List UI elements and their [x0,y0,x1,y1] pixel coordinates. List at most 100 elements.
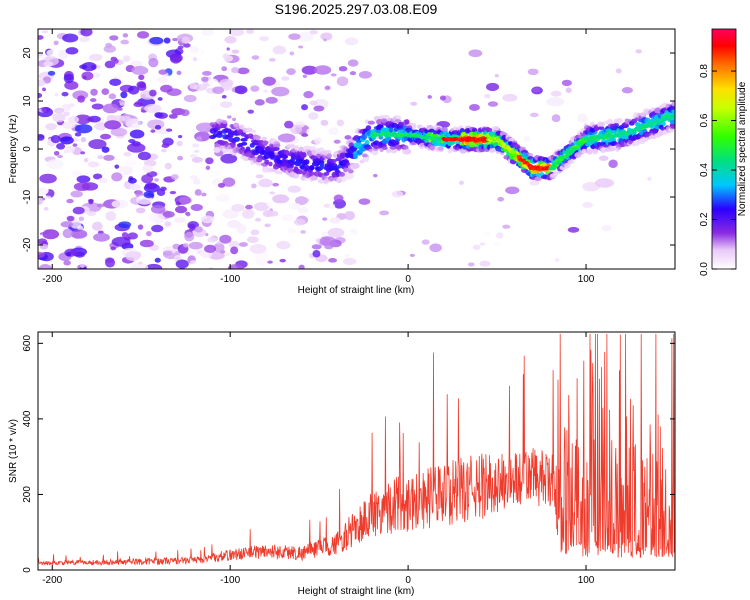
heatmap-noise-blob [621,86,633,94]
heatmap-noise-blob [205,165,211,170]
heatmap-noise-blob [92,173,103,180]
heatmap-noise-blob [225,252,230,257]
heatmap-noise-blob [135,207,146,214]
heatmap-noise-blob [138,74,145,81]
heatmap-ridge-blob [542,174,548,178]
heatmap-ridge-blob [311,149,317,155]
heatmap-noise-blob [169,190,177,195]
heatmap-noise-blob [77,95,86,103]
heatmap-noise-blob [219,234,232,244]
heatmap-noise-blob [215,194,230,202]
heatmap-noise-blob [527,68,539,76]
heatmap-noise-blob [88,53,103,62]
heatmap-noise-blob [182,43,191,48]
heatmap-noise-blob [130,262,149,269]
heatmap-noise-blob [65,145,76,153]
heatmap-noise-blob [582,201,594,208]
heatmap-noise-blob [321,231,330,238]
heatmap-ridge-blob [404,148,412,155]
snr-ticks: -200 -100 0 100 0 200 400 600 [22,332,675,586]
heatmap-data [38,29,675,269]
heatmap-noise-blob [129,184,141,191]
heatmap-noise-blob [529,112,539,118]
heatmap-noise-blob [269,191,276,195]
heatmap-noise-blob [63,73,75,84]
heatmap-noise-blob [81,71,94,81]
heatmap-noise-blob [231,204,245,212]
heatmap-ridge-blob [587,148,593,155]
heatmap-noise-blob [279,258,286,263]
heatmap-noise-blob [222,177,236,187]
heatmap-noise-blob [238,242,248,247]
heatmap-ridge-blob [264,159,270,165]
snr-y-label: SNR (10 * v/v) [8,419,19,483]
heatmap-noise-blob [131,65,149,75]
heatmap-noise-blob [80,137,87,143]
heatmap-noise-blob [272,194,290,204]
heatmap-noise-blob [74,114,92,125]
heatmap-noise-blob [421,239,430,245]
heatmap-noise-blob [80,151,86,155]
heatmap-noise-blob [290,124,303,135]
heatmap-noise-blob [151,224,164,233]
heatmap-noise-blob [63,260,71,266]
heatmap-noise-blob [123,151,132,157]
heatmap-noise-blob [81,62,97,72]
heatmap-noise-blob [128,177,137,184]
heatmap-noise-blob [484,231,491,236]
heatmap-noise-blob [62,228,73,239]
heatmap-noise-blob [277,133,296,143]
heatmap-noise-blob [484,93,491,99]
heatmap-noise-blob [190,45,200,54]
heatmap-noise-blob [148,213,157,222]
heatmap-noise-blob [486,82,500,92]
heatmap-noise-blob [255,174,264,179]
heatmap-noise-blob [221,95,227,99]
heatmap-ridge-blob [592,148,599,155]
heatmap-noise-blob [222,53,230,60]
heatmap-noise-blob [66,198,74,204]
heatmap-noise-blob [320,119,329,126]
heatmap-noise-blob [79,36,90,43]
heatmap-noise-blob [379,210,390,216]
heatmap-ridge-blob [382,127,389,132]
heatmap-noise-blob [230,246,239,255]
heatmap-noise-blob [41,188,49,194]
heatmap-noise-blob [144,263,163,269]
heatmap-noise-blob [303,91,314,99]
heatmap-noise-blob [265,96,278,104]
heatmap-noise-blob [62,33,79,43]
colorbar-frame [711,28,737,270]
heatmap-noise-blob [320,32,333,41]
heatmap-ridge-blob [304,159,310,165]
heatmap-ridge-blob [338,171,345,177]
heatmap-noise-blob [154,257,161,263]
heatmap-noise-blob [529,180,540,186]
heatmap-y-tick-label: -10 [22,189,33,204]
heatmap-y-tick-label: 10 [22,95,33,107]
heatmap-noise-blob [38,134,45,141]
heatmap-noise-blob [60,221,73,228]
heatmap-noise-blob [129,129,145,139]
heatmap-ridge-blob [233,122,239,128]
heatmap-noise-blob [234,85,248,95]
heatmap-noise-blob [251,55,260,60]
heatmap-ridge-blob [361,153,368,158]
heatmap-noise-blob [176,140,183,147]
heatmap-noise-blob [122,33,129,38]
heatmap-noise-blob [38,264,53,269]
heatmap-ridge-blob [371,149,379,156]
heatmap-ridge-blob [309,165,315,170]
heatmap-noise-blob [324,244,334,250]
heatmap-noise-blob [50,134,61,144]
heatmap-ridge-blob [255,162,263,166]
heatmap-noise-blob [247,109,255,114]
heatmap-noise-blob [139,239,154,248]
heatmap-noise-blob [52,112,66,123]
heatmap-noise-blob [262,76,276,86]
heatmap-noise-blob [216,241,221,245]
heatmap-noise-blob [227,264,244,269]
heatmap-ridge-blob [390,148,398,154]
heatmap-noise-blob [192,56,198,62]
